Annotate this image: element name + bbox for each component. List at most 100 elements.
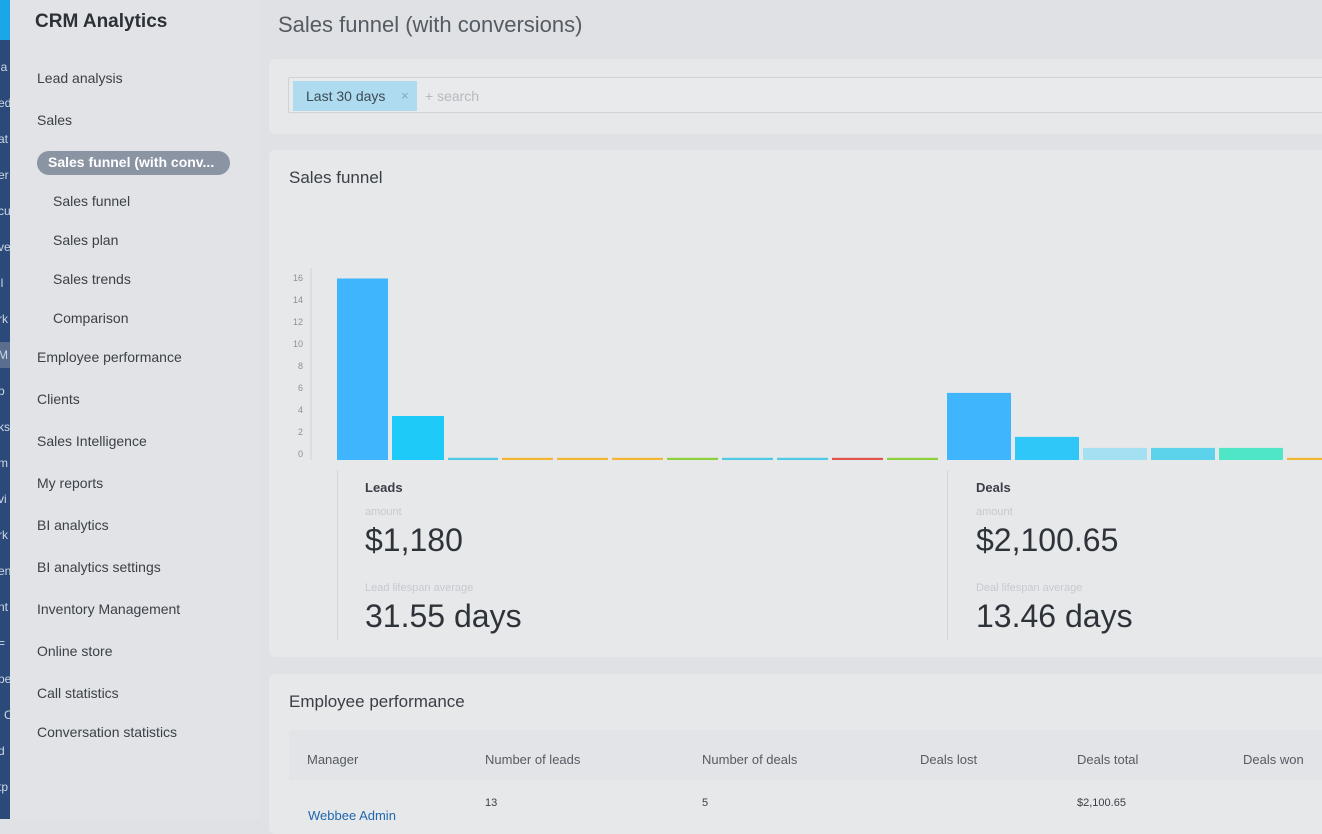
main-content: Sales funnel (with conversions) Last 30 … [260,0,1322,834]
strip-fragment: vi [0,492,7,506]
table-cell-manager[interactable]: Webbee Admin [308,808,396,823]
deals-stat-panel: Deals amount $2,100.65 Deal lifespan ave… [947,470,1322,640]
funnel-bar [1287,457,1322,460]
strip-fragment: cu [0,204,10,218]
strip-fragment: il [0,276,4,290]
funnel-bar [667,457,718,460]
funnel-bar [612,457,663,460]
y-tick-label: 8 [298,361,303,371]
y-tick-label: 12 [293,317,303,327]
sidebar-item-sales-plan[interactable]: Sales plan [53,232,119,248]
y-tick-label: 0 [298,449,303,459]
leads-amount-caption: amount [365,506,402,518]
filter-tag[interactable]: Last 30 days × [293,81,417,111]
strip-fragment: ed [0,96,10,110]
y-tick-label: 4 [298,405,303,415]
y-tick-label: 6 [298,383,303,393]
sidebar-item-sales-trends[interactable]: Sales trends [53,271,131,287]
funnel-bar [337,278,388,460]
sidebar-item-call-statistics[interactable]: Call statistics [37,685,119,701]
leads-stat-panel: Leads amount $1,180 Lead lifespan averag… [337,470,888,640]
sidebar-item-clients[interactable]: Clients [37,391,80,407]
strip-fragment: m [0,456,8,470]
deals-amount-caption: amount [976,506,1013,518]
column-header-manager[interactable]: Manager [307,752,359,767]
column-header-number-of-deals[interactable]: Number of deals [702,752,798,767]
filter-box[interactable]: Last 30 days × [288,77,1322,113]
deals-amount: $2,100.65 [976,522,1119,558]
strip-fragment: rk [0,528,8,542]
funnel-bar [557,457,608,460]
funnel-bar [502,457,553,460]
strip-fragment: er [0,168,9,182]
y-tick-label: 2 [298,427,303,437]
strip-fragment: b [0,384,5,398]
sidebar: CRM Analytics Lead analysis Sales Sales … [10,0,260,819]
strip-fragment: tp [0,780,9,794]
sidebar-item-my-reports[interactable]: My reports [37,475,104,491]
leads-label: Leads [365,480,403,495]
strip-fragment: la [0,60,8,74]
filter-tag-label: Last 30 days [306,88,386,104]
strip-fragment: rk [0,312,8,326]
strip-fragment: ks [0,420,10,434]
column-header-number-of-leads[interactable]: Number of leads [485,752,581,767]
funnel-bar [887,457,938,460]
sidebar-item-conversation-statistics[interactable]: Conversation statistics [37,724,178,740]
sidebar-item-employee-performance[interactable]: Employee performance [37,349,182,365]
table-cell-deals: 5 [702,797,709,809]
search-input[interactable] [423,87,727,105]
column-header-deals-won[interactable]: Deals won [1243,752,1304,767]
employee-performance-title: Employee performance [289,692,465,711]
column-header-deals-total[interactable]: Deals total [1077,752,1139,767]
strip-fragment: M [0,348,8,362]
leads-lifespan-caption: Lead lifespan average [365,582,474,594]
page-title: Sales funnel (with conversions) [278,12,583,37]
funnel-bar [1219,447,1283,460]
strip-highlight [0,342,10,368]
sidebar-item-sales[interactable]: Sales [37,112,73,128]
sidebar-item-bi-analytics-settings[interactable]: BI analytics settings [37,559,161,575]
sidebar-item-sales-intelligence[interactable]: Sales Intelligence [37,433,147,449]
leads-lifespan: 31.55 days [365,598,522,634]
column-header-deals-lost[interactable]: Deals lost [920,752,978,767]
y-tick-label: 10 [293,339,303,349]
y-tick-label: 16 [293,273,303,283]
funnel-bar [832,457,883,460]
funnel-bar [947,392,1011,460]
sidebar-item-bi-analytics[interactable]: BI analytics [37,517,109,533]
deals-label: Deals [976,480,1011,495]
sales-funnel-card: Sales funnel 0 2 4 6 8 10 12 14 16 Leads amount … [269,150,1322,657]
strip-fragment: nt [0,600,9,614]
strip-fragment: pe [0,672,10,686]
sidebar-item-inventory-management[interactable]: Inventory Management [37,601,181,617]
strip-top-accent [0,0,10,40]
strip-fragment: en [0,564,10,578]
employee-performance-card: Employee performance Manager Number of l… [269,674,1322,834]
sidebar-item-lead-analysis[interactable]: Lead analysis [37,70,123,86]
funnel-bar [777,457,828,460]
strip-fragment: d [0,744,5,758]
sidebar-item-sales-funnel[interactable]: Sales funnel [53,193,131,209]
funnel-bar [1151,447,1215,460]
table-cell-leads: 13 [485,797,498,809]
sidebar-item-sales-funnel-conversions[interactable]: Sales funnel (with conv... [37,151,230,175]
funnel-bar [448,457,498,460]
funnel-bar [1015,436,1079,460]
table-header [289,730,1322,780]
deals-lifespan: 13.46 days [976,598,1133,634]
filter-card: Last 30 days × [269,59,1322,134]
sales-funnel-chart: 0 2 4 6 8 10 12 14 16 [293,268,1322,460]
leads-amount: $1,180 [365,522,463,558]
sidebar-item-online-store[interactable]: Online store [37,643,113,659]
sales-funnel-title: Sales funnel [289,168,383,187]
strip-fragment: l C [0,708,10,722]
close-icon[interactable]: × [401,88,409,103]
sidebar-item-comparison[interactable]: Comparison [53,310,129,326]
strip-fragment: at [0,132,9,146]
app-launcher-strip: la ed at er cu ve il rk Mb ks m vi rk en nt = pe l C d tp [0,0,10,819]
funnel-bar [1083,447,1147,460]
deals-lifespan-caption: Deal lifespan average [976,582,1083,594]
table-cell-total: $2,100.65 [1077,797,1126,809]
funnel-bar [392,416,444,460]
